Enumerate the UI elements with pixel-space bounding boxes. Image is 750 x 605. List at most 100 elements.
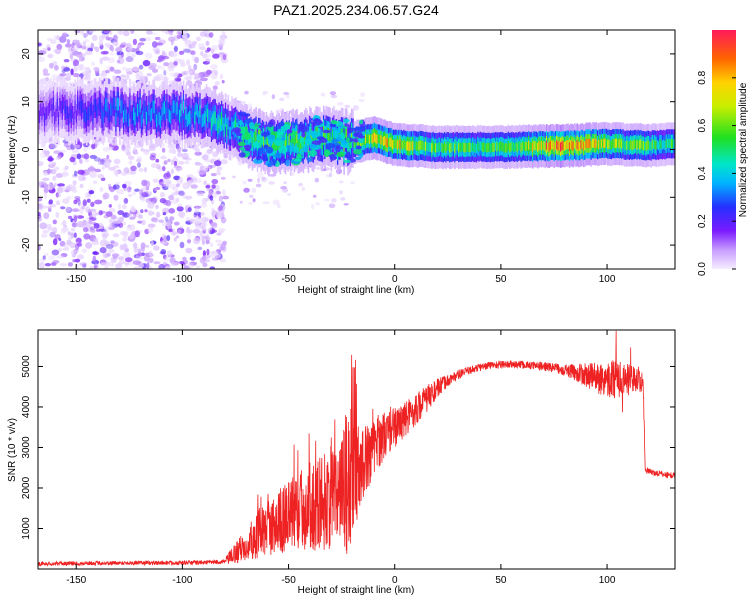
spectrogram-speckle [141, 219, 146, 226]
spectrogram-speckle [67, 231, 71, 236]
spectrogram-speckle [57, 193, 62, 198]
spectrogram-speckle [95, 46, 100, 53]
spectrogram-speckle [97, 158, 102, 166]
spectrogram-speckle [143, 167, 148, 173]
spectrogram-ridge-cell [255, 128, 258, 141]
spectrogram-speckle [210, 164, 217, 168]
spectrogram-speckle [40, 152, 46, 159]
colorbar-tick-label: 0.4 [697, 166, 708, 180]
spectrogram-ridge-cell [201, 114, 204, 128]
spectrogram-ridge-cell [594, 139, 596, 149]
spectrogram-speckle [203, 217, 211, 222]
spectrogram-ridge-cell [55, 108, 57, 122]
spectrogram-speckle [162, 180, 166, 185]
spectrogram-speckle [190, 184, 198, 189]
spectrogram-ridge-cell [408, 141, 410, 152]
spectrogram-ridge-cell [561, 141, 563, 151]
spectrogram-ridge-cell [610, 140, 613, 150]
spectrogram-ridge-cell [636, 140, 638, 150]
spectrogram-ridge-cell [619, 138, 622, 148]
spectrogram-speckle [121, 144, 126, 151]
spectrogram-ridge-cell [379, 134, 381, 144]
spectrogram-speckle [156, 73, 164, 79]
spectrogram-speckle [140, 209, 144, 214]
spectrogram-speckle [100, 242, 105, 247]
snr-frame [37, 329, 676, 570]
spectrogram-ridge-cell [654, 139, 656, 149]
spectrogram-ridge-cell [100, 99, 102, 113]
spectrogram-speckle [123, 197, 129, 204]
spectrogram-ridge-cell [247, 135, 250, 148]
y-tick-label: 2000 [21, 476, 32, 499]
spectrogram-ridge-cell [142, 110, 144, 124]
spectrogram-ridge-cell [88, 107, 91, 121]
spectrogram-speckle [161, 233, 167, 240]
spectrogram-speckle [155, 186, 161, 190]
spectrogram-ridge-cell [171, 105, 173, 119]
spectrogram-speckle [209, 195, 214, 201]
spectrogram-speckle [127, 47, 133, 51]
spectrogram-ridge-cell [353, 138, 356, 148]
spectrogram-ridge-cell [500, 141, 502, 151]
spectrogram-speckle [202, 61, 210, 65]
spectrogram-speckle [122, 236, 128, 242]
spectrogram-speckle [65, 185, 71, 193]
spectrogram-speckle [157, 181, 165, 189]
spectrogram-ridge-cell [343, 141, 345, 155]
spectrogram-ridge-cell [354, 138, 357, 148]
spectrogram-speckle [164, 216, 169, 222]
spectrogram-blob [238, 152, 246, 158]
spectrogram-ridge-cell [293, 137, 296, 150]
spectrogram-speckle [135, 73, 140, 80]
spectrogram-speckle [221, 80, 225, 84]
spectrogram-speckle [216, 243, 223, 247]
spectrogram-speckle [118, 55, 122, 59]
spectrogram-speckle [221, 31, 226, 36]
spectrogram-speckle [70, 68, 74, 76]
spectrogram-speckle [101, 166, 105, 171]
spectrogram-speckle [72, 189, 78, 194]
spectrogram-speckle [60, 228, 67, 235]
spectrogram-blob [324, 149, 331, 156]
spectrogram-ridge-cell [222, 117, 224, 131]
spectrogram-blob [289, 145, 296, 152]
spectrogram-speckle [312, 194, 317, 198]
spectrogram-speckle [59, 35, 67, 43]
spectrogram-speckle [123, 167, 130, 174]
spectrogram-speckle [127, 212, 132, 218]
spectrogram-speckle [315, 202, 320, 206]
spectrogram-speckle [128, 155, 135, 160]
spectrogram-ridge-cell [422, 140, 424, 150]
spectrogram-speckle [78, 203, 84, 210]
spectrogram-speckle [201, 154, 209, 161]
spectrogram-ridge-cell [521, 141, 524, 151]
spectrogram-ridge-cell [573, 139, 576, 149]
spectrogram-ridge-cell [484, 142, 487, 153]
spectrogram-speckle [109, 188, 115, 193]
spectrogram-speckle [217, 44, 224, 48]
spectrogram-blob [306, 157, 313, 163]
spectrogram-blob [279, 121, 285, 127]
spectrogram-ridge-cell [491, 142, 493, 153]
spectrogram-speckle [137, 252, 144, 257]
spectrogram-speckle [214, 160, 222, 167]
spectrogram-speckle [83, 227, 89, 233]
spectrogram-blob [299, 124, 308, 133]
spectrogram-speckle [92, 251, 98, 255]
x-tick-label: 100 [599, 575, 616, 586]
spectrogram-speckle [283, 181, 287, 185]
colorbar-tick-label: 0.8 [697, 70, 708, 84]
spectrogram-speckle [187, 64, 192, 71]
spectrogram-speckle [103, 30, 111, 34]
spectrogram-speckle [195, 223, 201, 230]
spectrogram-speckle [133, 265, 141, 269]
spectrogram-blob [275, 151, 280, 157]
spectrogram-speckle [42, 205, 49, 209]
spectrogram-speckle [112, 233, 120, 238]
spectrogram-speckle [209, 266, 215, 269]
spectrogram-speckle [190, 50, 196, 56]
spectrogram-speckle [155, 158, 160, 163]
spectrogram-ridge-cell [393, 139, 395, 149]
spectrogram-speckle [160, 240, 168, 245]
spectrogram-speckle [179, 241, 185, 249]
